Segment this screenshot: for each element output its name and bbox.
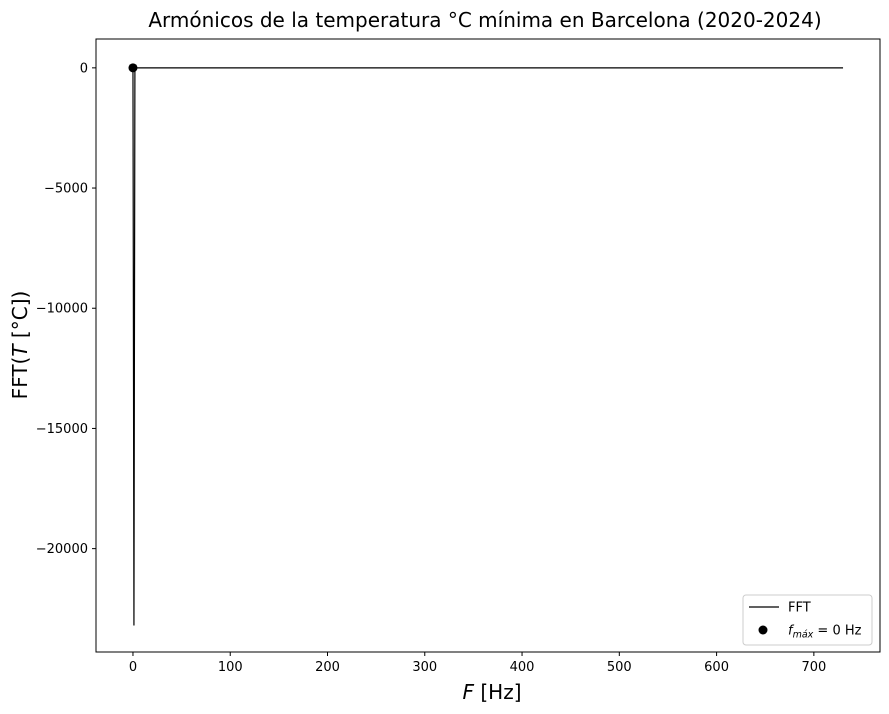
legend-fft-label: FFT	[788, 601, 811, 616]
y-tick-label: −20000	[36, 542, 88, 557]
axes: 0 100 200 300 400 500 600 700 0 −5000 −10000 −15000…	[36, 38, 881, 675]
x-tick-label: 500	[607, 660, 632, 675]
x-tick-label: 400	[510, 660, 535, 675]
y-axis-label: FFT(T [°C])	[8, 291, 32, 400]
x-tick-label: 700	[801, 660, 826, 675]
legend: FFT fmáx = 0 Hz	[742, 594, 873, 646]
x-axis-label: F [Hz]	[462, 680, 521, 704]
plot-area	[128, 63, 844, 626]
x-tick-label: 0	[129, 660, 137, 675]
x-tick-label: 100	[218, 660, 243, 675]
y-tick-label: −15000	[36, 422, 88, 437]
legend-marker-sample	[758, 625, 768, 635]
max-frequency-point	[128, 63, 138, 73]
axes-frame	[95, 38, 881, 653]
y-tick-label: 0	[80, 61, 88, 76]
x-tick-label: 300	[412, 660, 437, 675]
y-tick-label: −5000	[44, 182, 88, 197]
x-tick-label: 600	[704, 660, 729, 675]
x-tick-label: 200	[315, 660, 340, 675]
legend-marker-label: fmáx = 0 Hz	[788, 624, 862, 641]
y-tick-label: −10000	[36, 302, 88, 317]
chart-title: Armónicos de la temperatura °C mínima en…	[148, 8, 821, 32]
